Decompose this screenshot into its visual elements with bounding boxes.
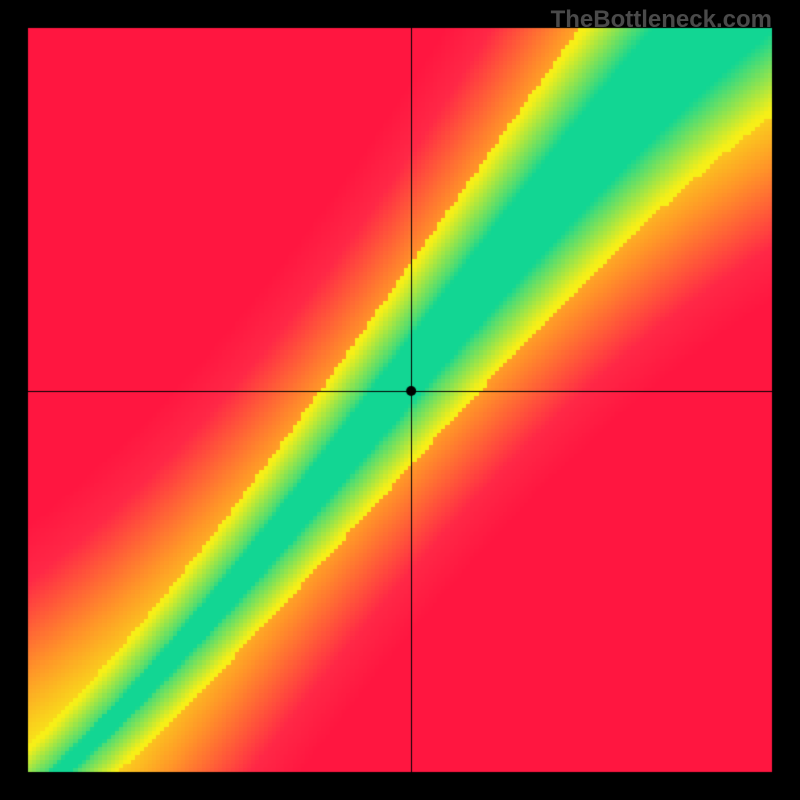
chart-container: TheBottleneck.com [0,0,800,800]
bottleneck-heatmap [0,0,800,800]
watermark-text: TheBottleneck.com [551,6,772,34]
